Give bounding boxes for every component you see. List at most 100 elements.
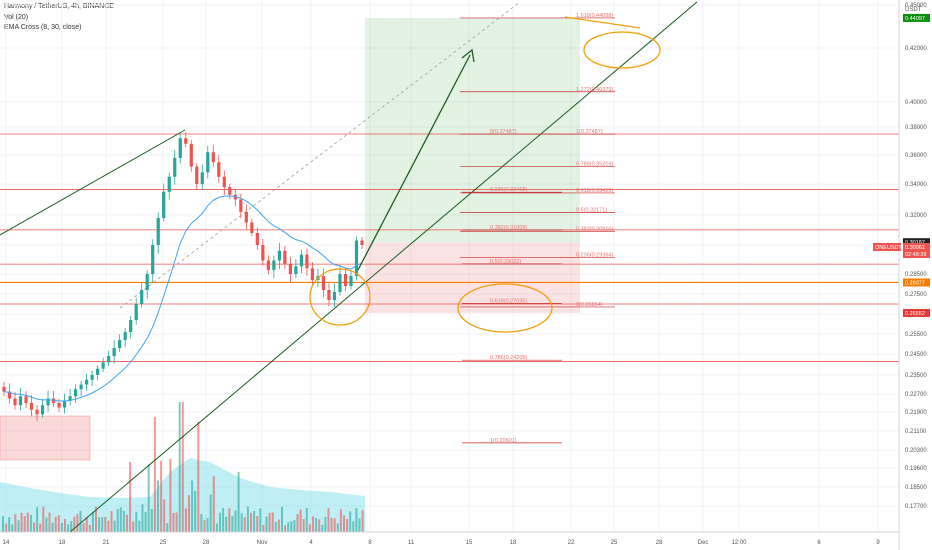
volume-bar bbox=[141, 504, 144, 532]
volume-bar bbox=[17, 520, 20, 532]
candle-body bbox=[283, 250, 287, 265]
candle-body bbox=[184, 138, 188, 144]
candle-body bbox=[2, 386, 6, 392]
volume-bar bbox=[271, 512, 274, 532]
candle-body bbox=[140, 290, 144, 304]
candle-body bbox=[90, 375, 94, 380]
legend-ema[interactable]: EMA Cross (8, 30, close) bbox=[4, 24, 82, 31]
candle-body bbox=[272, 260, 276, 271]
volume-bar bbox=[277, 519, 280, 532]
price-tag-label: 0.30061 bbox=[905, 245, 925, 251]
volume-bar bbox=[104, 516, 107, 532]
candle-body bbox=[255, 233, 259, 245]
volume-bar bbox=[209, 494, 212, 532]
candle-body bbox=[343, 274, 348, 286]
volume-bar bbox=[212, 476, 215, 532]
volume-bar bbox=[95, 506, 97, 532]
price-tag-label: 0.26552 bbox=[905, 311, 925, 317]
volume-bar bbox=[163, 499, 166, 532]
candle-body bbox=[305, 254, 309, 269]
legend-symbol[interactable]: Harmony / TetherUS, 4h, BINANCE bbox=[4, 3, 114, 10]
volume-bar bbox=[197, 422, 200, 532]
volume-bar bbox=[355, 508, 358, 532]
x-tick-label: Dec bbox=[698, 540, 709, 546]
candle-body bbox=[24, 396, 28, 403]
y-tick-label: 0.34000 bbox=[905, 182, 927, 188]
fib-right-label: 0.236(0.29364) bbox=[576, 252, 613, 258]
volume-bar bbox=[153, 417, 156, 532]
volume-bar bbox=[129, 462, 132, 532]
x-tick-label: 28 bbox=[203, 540, 210, 546]
price-tag-bg bbox=[873, 243, 901, 251]
candle-body bbox=[233, 194, 237, 200]
volume-bar bbox=[225, 516, 228, 532]
volume-bar bbox=[308, 524, 311, 532]
volume-bar bbox=[175, 512, 178, 532]
volume-bar bbox=[296, 514, 299, 532]
candle-body bbox=[35, 409, 39, 415]
currency-label: USDT bbox=[905, 7, 922, 13]
volume-bar bbox=[302, 519, 305, 532]
candle-body bbox=[310, 268, 315, 280]
chart-legend: Harmony / TetherUS, 4h, BINANCE Vol (20)… bbox=[4, 2, 114, 34]
volume-bar bbox=[57, 515, 60, 532]
volume-bar bbox=[259, 508, 262, 532]
y-tick-label: 0.38000 bbox=[905, 125, 927, 131]
candle-body bbox=[68, 396, 72, 401]
volume-bar bbox=[284, 525, 287, 532]
volume-bar bbox=[246, 506, 249, 532]
volume-bar bbox=[188, 495, 190, 532]
projection-arrow bbox=[357, 54, 471, 271]
volume-bar bbox=[327, 507, 330, 532]
volume-bar bbox=[135, 512, 138, 532]
candle-body bbox=[239, 199, 243, 212]
volume-bar bbox=[5, 523, 8, 532]
volume-bar bbox=[318, 519, 321, 532]
volume-bar bbox=[45, 517, 48, 532]
volume-bar bbox=[299, 509, 302, 532]
volume-bar bbox=[222, 507, 225, 532]
price-tag-label: 0.44097 bbox=[905, 16, 925, 22]
volume-bar bbox=[352, 521, 355, 532]
volume-bar bbox=[23, 516, 26, 532]
volume-bar bbox=[240, 513, 243, 532]
volume-bar bbox=[315, 517, 318, 532]
x-tick-label: 8 bbox=[368, 540, 372, 546]
channel-bottom-line bbox=[69, 1, 698, 533]
candle-body bbox=[277, 250, 281, 261]
volume-bar bbox=[200, 514, 203, 532]
volume-bar bbox=[67, 524, 70, 532]
volume-bar bbox=[73, 516, 76, 532]
x-tick-label: Nov bbox=[257, 540, 268, 546]
volume-bar bbox=[330, 517, 333, 532]
candle-body bbox=[13, 398, 17, 406]
volume-bar bbox=[181, 402, 184, 532]
x-tick-label: 28 bbox=[656, 540, 663, 546]
volume-bar bbox=[293, 519, 296, 532]
volume-bar bbox=[166, 523, 169, 532]
volume-bar bbox=[346, 519, 349, 532]
grid bbox=[0, 0, 899, 532]
volume-bar bbox=[157, 480, 159, 532]
fib-left-label: 0.786(0.24205) bbox=[490, 355, 527, 361]
candle-body bbox=[360, 240, 364, 245]
price-tag-label: ONEUSDT bbox=[875, 245, 903, 251]
candle-body bbox=[29, 403, 34, 410]
candle-body bbox=[74, 389, 78, 397]
legend-volume[interactable]: Vol (20) bbox=[4, 13, 29, 21]
price-tag-bg bbox=[903, 278, 930, 287]
volume-bar bbox=[54, 517, 57, 532]
y-tick-label: 0.32000 bbox=[905, 213, 927, 219]
volume-bar bbox=[231, 516, 234, 532]
volume-bar bbox=[70, 521, 73, 532]
candle-body bbox=[354, 240, 359, 276]
fib-right-label: 0.786(0.35203) bbox=[576, 162, 613, 168]
fib-left-label: 0.5(0.29022) bbox=[490, 259, 521, 265]
candle-body bbox=[129, 320, 133, 332]
y-tick-label: 0.21900 bbox=[905, 410, 927, 416]
candle-body bbox=[261, 245, 265, 261]
fib-right-label: 0.618(0.33425) bbox=[576, 188, 613, 194]
y-tick-label: 0.17700 bbox=[905, 504, 927, 510]
y-tick-label: 0.25500 bbox=[905, 332, 927, 338]
